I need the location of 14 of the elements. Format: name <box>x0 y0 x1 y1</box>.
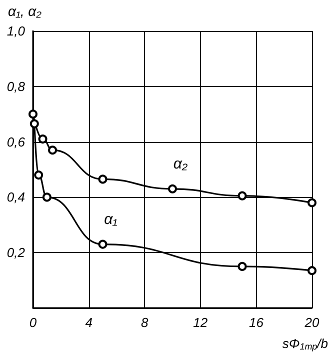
x-tick-label: 16 <box>248 315 264 330</box>
x-tick-label: 8 <box>140 315 149 330</box>
x-tick-label: 4 <box>85 315 92 330</box>
y-tick-label: 0,4 <box>6 190 25 205</box>
series-label: α₂ <box>173 155 188 172</box>
x-tick-label: 12 <box>193 315 208 330</box>
y-tick-label: 0,2 <box>6 245 26 260</box>
x-tick-label: 20 <box>304 315 320 330</box>
series-label: α₁ <box>104 210 118 228</box>
y-tick-label: 0,8 <box>6 78 26 94</box>
y-tick-label: 1,0 <box>6 24 26 38</box>
x-tick-label: 0 <box>29 315 38 330</box>
y-tick-label: 0,6 <box>6 134 26 150</box>
y-axis-title: α₁, α₂ <box>8 3 42 19</box>
